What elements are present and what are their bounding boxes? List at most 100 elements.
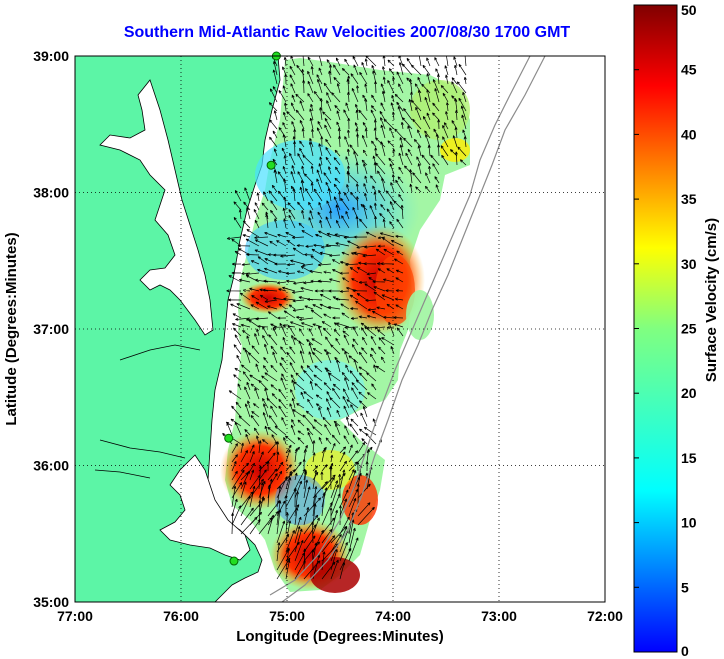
velocity-arrow [282,122,287,130]
velocity-arrow [231,470,238,481]
velocity-arrow [330,454,334,463]
velocity-arrow [353,359,359,373]
velocity-arrow [233,217,242,229]
velocity-arrow [231,454,238,463]
velocity-arrow [266,397,278,409]
station-marker [224,433,234,443]
velocity-arrow [351,382,359,391]
velocity-arrow [269,240,278,247]
velocity-arrow [278,388,287,400]
velocity-arrow [261,202,269,211]
velocity-arrow [333,196,341,211]
velocity-arrow [416,156,422,166]
velocity-arrow [364,58,368,67]
velocity-arrow [356,461,360,472]
velocity-arrow [382,218,386,229]
velocity-arrow [362,254,377,258]
velocity-arrow [361,135,368,148]
velocity-arrow [397,176,404,184]
velocity-arrow [300,391,305,400]
velocity-arrow [256,328,260,337]
velocity-arrow [340,303,350,310]
velocity-arrow [283,178,287,193]
velocity-arrow [432,112,440,121]
velocity-arrow [308,217,314,229]
velocity-arrow [291,334,296,346]
velocity-arrow [346,399,359,409]
velocity-arrow [362,149,368,157]
velocity-arrow [244,349,251,364]
velocity-arrow [319,107,323,121]
velocity-arrow [341,251,350,256]
velocity-arrow [330,548,338,571]
velocity-arrow [335,57,341,67]
velocity-arrow [342,396,350,409]
velocity-arrow [361,347,368,355]
velocity-arrow [250,383,260,391]
velocity-arrow [258,451,264,463]
velocity-arrow [358,366,368,373]
colorbar-tick-label: 10 [681,515,697,531]
velocity-arrow [454,110,459,121]
velocity-arrow [320,136,324,148]
velocity-arrow [296,270,305,274]
velocity-arrow [264,258,278,265]
velocity-arrow [364,245,377,249]
velocity-arrow [329,397,341,409]
velocity-arrow [366,372,377,382]
velocity-arrow [381,337,395,346]
colorbar-tick-label: 15 [681,450,697,466]
velocity-arrow [278,303,287,310]
velocity-arrow [246,229,260,238]
velocity-arrow [238,209,242,220]
velocity-arrow [264,299,278,303]
velocity-arrow [321,492,326,517]
velocity-arrow [339,469,346,490]
velocity-arrow [348,537,359,562]
velocity-arrow [358,109,368,121]
velocity-arrow [303,479,309,499]
velocity-arrow [236,354,242,364]
velocity-arrow [231,262,242,266]
velocity-arrow [319,219,323,229]
station-marker [266,160,276,170]
velocity-arrow [268,334,278,346]
y-tick-label: 36:00 [33,458,69,474]
velocity-arrow [442,124,449,139]
velocity-arrow [291,102,296,112]
colorbar-tick-label: 40 [681,126,697,142]
velocity-arrow [244,403,251,418]
velocity-arrow [432,102,440,112]
velocity-arrow [296,315,305,319]
velocity-arrow [358,280,368,284]
velocity-arrow [276,533,290,553]
velocity-arrow [395,234,404,238]
velocity-arrow [366,392,377,400]
velocity-arrow [280,346,287,355]
velocity-arrow [316,178,323,193]
velocity-arrow [299,186,305,202]
velocity-arrow [291,165,296,175]
velocity-arrow [417,129,422,139]
velocity-arrow [254,333,260,346]
velocity-arrow [262,335,269,346]
velocity-arrow [309,108,314,121]
velocity-arrow [257,256,269,265]
velocity-arrow [355,300,368,310]
velocity-arrow [369,353,377,364]
velocity-arrow [321,448,326,463]
velocity-arrow [264,372,278,382]
velocity-arrow [333,183,341,193]
velocity-arrow [341,215,350,229]
velocity-arrow [292,188,296,202]
velocity-arrow [355,103,359,112]
velocity-arrow [258,482,264,508]
velocity-arrow [276,542,281,562]
velocity-arrow [310,165,314,175]
velocity-arrow [231,512,235,535]
velocity-arrow [240,507,254,526]
velocity-arrow [307,432,314,445]
velocity-arrow [383,248,395,256]
velocity-arrow [351,344,359,355]
